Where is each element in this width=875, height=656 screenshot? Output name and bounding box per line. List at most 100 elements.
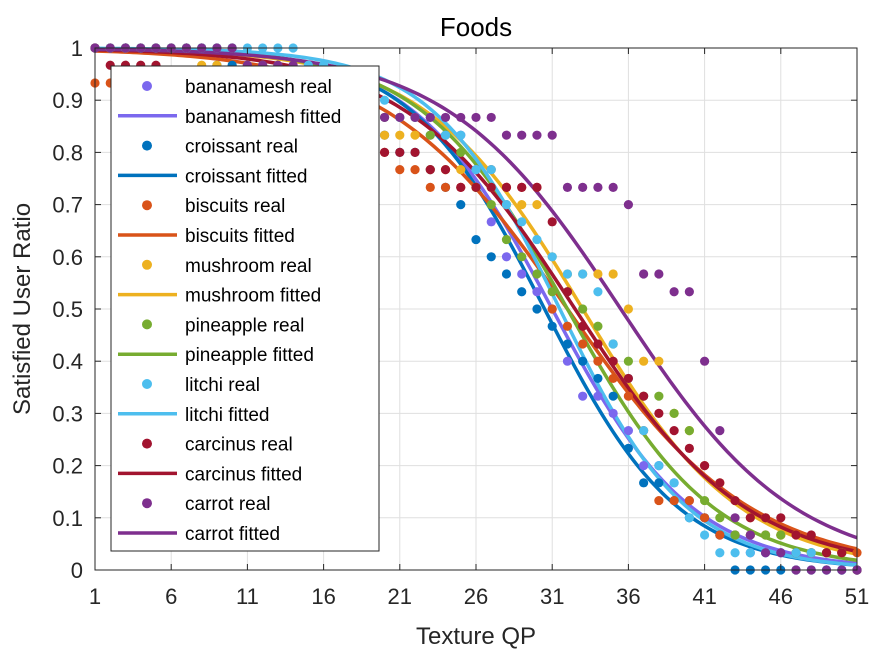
- y-tick-label: 0.8: [52, 140, 83, 165]
- y-axis-ticks: 0 0.1 0.2 0.3 0.4 0.5 0.6 0.7 0.8 0.9 1: [52, 36, 857, 583]
- bananamesh-real-point: [486, 217, 496, 227]
- x-tick-label: 11: [236, 584, 259, 609]
- carcinus-real-point: [837, 548, 847, 558]
- pineapple-real-point: [486, 200, 496, 210]
- litchi-real-point: [532, 234, 542, 245]
- mushroom-real-point: [639, 356, 649, 366]
- croissant-real-point: [501, 269, 512, 279]
- carcinus-real-point: [456, 182, 466, 192]
- mushroom-real-point: [410, 130, 420, 140]
- biscuits-real-point: [425, 182, 435, 192]
- pineapple-legend-real-label: pineapple real: [185, 315, 304, 336]
- biscuits-real-point: [440, 182, 451, 192]
- y-tick-label: 0.4: [52, 349, 83, 374]
- litchi-real-point: [456, 130, 466, 140]
- mushroom-legend-marker: [142, 259, 152, 270]
- pineapple-real-point: [776, 530, 786, 540]
- litchi-real-point: [517, 217, 527, 227]
- litchi-real-point: [639, 426, 649, 436]
- bananamesh-legend-marker: [142, 81, 152, 91]
- legend: bananamesh real bananamesh fitted croissan…: [110, 65, 380, 552]
- croissant-real-point: [547, 321, 557, 331]
- mushroom-real-point: [456, 165, 466, 175]
- biscuits-real-point: [562, 321, 573, 331]
- bananamesh-real-point: [578, 391, 588, 401]
- carrot-real-point: [562, 182, 573, 192]
- pineapple-legend-fitted-label: pineapple fitted: [185, 345, 314, 366]
- mushroom-real-point: [623, 304, 634, 314]
- carrot-real-point: [471, 112, 481, 123]
- carcinus-real-point: [776, 513, 786, 523]
- pineapple-real-point: [532, 269, 542, 279]
- litchi-real-point: [745, 548, 755, 558]
- carrot-real-point: [456, 112, 466, 123]
- pineapple-real-point: [593, 321, 603, 331]
- biscuits-real-point: [684, 495, 694, 506]
- litchi-real-point: [684, 513, 694, 523]
- bananamesh-real-point: [562, 356, 573, 366]
- x-tick-label: 51: [845, 584, 869, 609]
- litchi-real-point: [608, 339, 618, 349]
- carrot-legend-fitted-label: carrot fitted: [185, 524, 280, 545]
- carcinus-real-point: [623, 373, 634, 384]
- carcinus-real-point: [608, 356, 618, 366]
- x-axis-label: Texture QP: [416, 623, 536, 650]
- carcinus-real-point: [562, 287, 573, 297]
- y-tick-label: 0.3: [52, 401, 83, 426]
- y-axis-label: Satisfied User Ratio: [9, 203, 36, 415]
- y-tick-label: 1: [71, 36, 83, 61]
- bananamesh-real-point: [639, 461, 649, 471]
- litchi-real-point: [654, 461, 664, 471]
- legend-box: [110, 65, 380, 552]
- pineapple-real-point: [501, 234, 512, 245]
- carrot-real-point: [517, 130, 527, 140]
- biscuits-legend-real-label: biscuits real: [185, 196, 285, 217]
- x-tick-label: 6: [165, 584, 177, 609]
- litchi-legend-real-label: litchi real: [185, 375, 260, 396]
- carcinus-real-point: [654, 408, 664, 418]
- bananamesh-real-point: [593, 391, 603, 401]
- croissant-real-point: [471, 234, 481, 245]
- carcinus-real-point: [471, 182, 481, 192]
- x-tick-label: 21: [388, 584, 412, 609]
- y-tick-label: 0.6: [52, 245, 83, 270]
- mushroom-real-point: [593, 269, 603, 279]
- x-tick-label: 26: [464, 584, 488, 609]
- biscuits-real-point: [654, 495, 664, 506]
- carcinus-real-point: [532, 182, 542, 192]
- carcinus-real-point: [639, 391, 649, 401]
- biscuits-real-point: [410, 165, 420, 175]
- pineapple-real-point: [425, 130, 435, 140]
- biscuits-real-point: [623, 391, 634, 401]
- bananamesh-legend-fitted-label: bananamesh fitted: [185, 107, 341, 128]
- x-tick-label: 1: [89, 584, 101, 609]
- x-tick-label: 36: [616, 584, 640, 609]
- croissant-legend-fitted-label: croissant fitted: [185, 166, 308, 187]
- carrot-real-point: [578, 182, 588, 192]
- y-tick-label: 0.7: [52, 193, 83, 218]
- carrot-real-point: [425, 112, 435, 123]
- mushroom-legend-real-label: mushroom real: [185, 256, 312, 277]
- mushroom-real-point: [532, 200, 542, 210]
- y-tick-label: 0.2: [52, 454, 83, 479]
- carrot-real-point: [700, 356, 710, 366]
- litchi-real-point: [669, 478, 679, 488]
- carcinus-real-point: [791, 530, 801, 540]
- biscuits-real-point: [395, 165, 405, 175]
- litchi-fitted-line: [94, 46, 858, 567]
- carrot-real-point: [623, 200, 634, 210]
- litchi-real-point: [440, 130, 451, 140]
- litchi-real-point: [791, 548, 801, 558]
- x-tick-label: 46: [769, 584, 793, 609]
- carcinus-real-point: [684, 443, 694, 453]
- pineapple-real-point: [700, 495, 710, 506]
- pineapple-real-point: [456, 147, 466, 157]
- x-tick-label: 41: [692, 584, 716, 609]
- litchi-real-point: [806, 548, 816, 558]
- carcinus-real-point: [440, 165, 451, 175]
- biscuits-real-point: [608, 373, 618, 384]
- x-tick-label: 16: [311, 584, 335, 609]
- x-axis-ticks: 1 6 11 16 21 26 31 36 41 46 51: [89, 48, 869, 609]
- mushroom-real-point: [654, 356, 664, 366]
- biscuits-legend-marker: [142, 200, 152, 211]
